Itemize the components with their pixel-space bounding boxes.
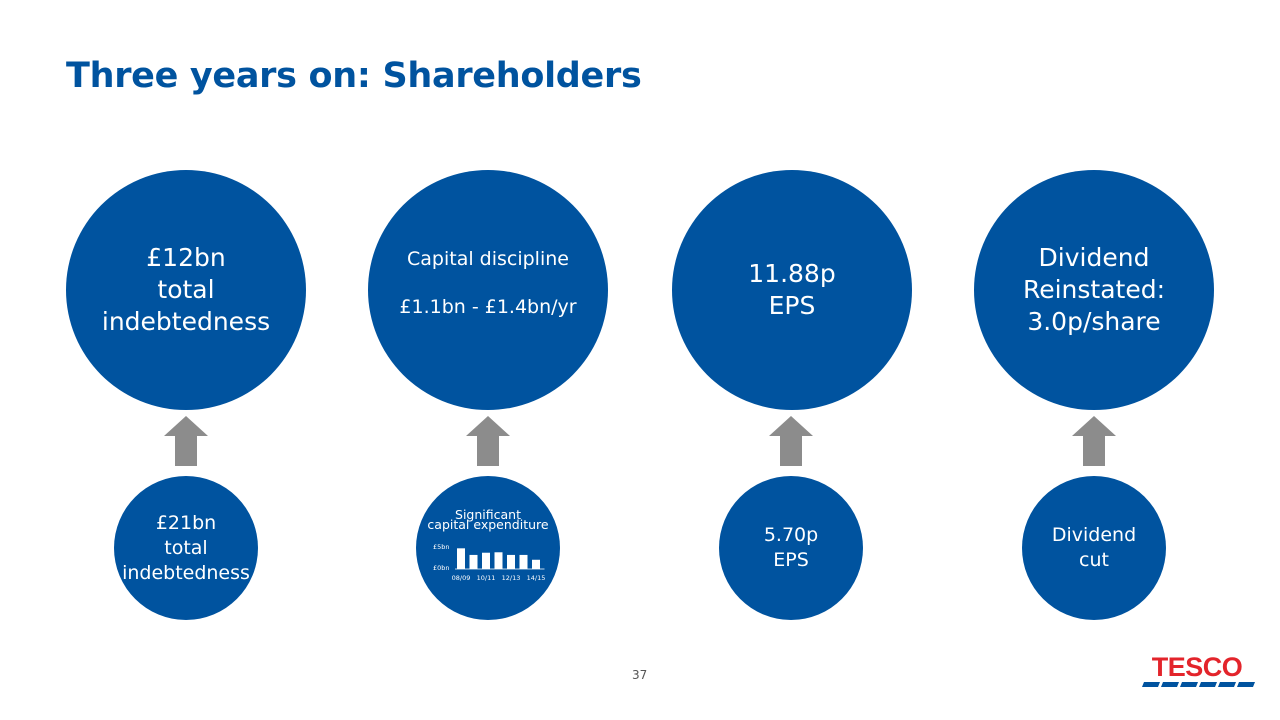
dividend-reinstated-circle: Dividend Reinstated: 3.0p/share: [974, 170, 1214, 410]
capex-bar: [519, 554, 528, 569]
indebtedness-current-circle: £12bn total indebtedness: [66, 170, 306, 410]
circle-line: Dividend: [1038, 243, 1150, 272]
x-tick-label: 10/11: [477, 574, 496, 582]
capex-bar: [482, 552, 490, 569]
circle-line: £12bn: [146, 243, 226, 272]
page-number: 37: [632, 668, 648, 682]
svg-text:TESCO: TESCO: [1152, 652, 1243, 682]
circle-line: £1.1bn - £1.4bn/yr: [399, 296, 577, 318]
capex-bar: [494, 552, 503, 569]
y-tick-label: £5bn: [433, 543, 450, 551]
circle-line: total: [157, 275, 215, 304]
slide-title: Three years on: Shareholders: [66, 56, 642, 96]
circle-line: indebtedness: [101, 307, 271, 336]
capex-mini-chart: £5bn £0bn 08/09 10/11 12/13 14/15: [423, 539, 553, 583]
dividend-cut-circle: Dividend cut: [1022, 476, 1166, 620]
eps-previous-circle: 5.70p EPS: [719, 476, 863, 620]
up-arrow-icon: [164, 416, 208, 466]
circle-line: Reinstated:: [1022, 275, 1166, 304]
chart-title-line: capital expenditure: [427, 517, 549, 532]
circle-line: EPS: [768, 291, 816, 320]
up-arrow-icon: [1072, 416, 1116, 466]
circle-line: 11.88p: [748, 259, 836, 288]
capital-discipline-circle: Capital discipline £1.1bn - £1.4bn/yr: [368, 170, 608, 410]
circle-line: £21bn: [155, 511, 217, 534]
up-arrow-icon: [769, 416, 813, 466]
up-arrow-icon: [466, 416, 510, 466]
x-tick-label: 14/15: [527, 574, 546, 582]
capex-bar: [507, 554, 515, 569]
circle-line: Capital discipline: [407, 248, 569, 270]
circle-line: Dividend: [1051, 524, 1137, 546]
circle-line: indebtedness: [122, 561, 250, 584]
circle-line: EPS: [773, 549, 809, 571]
eps-current-circle: 11.88p EPS: [672, 170, 912, 410]
capex-bar: [532, 559, 540, 569]
x-tick-label: 12/13: [502, 574, 521, 582]
circle-line: total: [164, 536, 208, 559]
x-tick-label: 08/09: [452, 574, 471, 582]
capex-bar: [469, 554, 478, 569]
capital-expenditure-circle: Significant capital expenditure £5bn £0bn…: [416, 476, 560, 620]
indebtedness-previous-circle: £21bn total indebtedness: [114, 476, 258, 620]
circle-line: cut: [1079, 549, 1109, 571]
capex-bar: [457, 548, 465, 569]
tesco-logo: TESCO: [1142, 652, 1255, 687]
chart-title-line: Significant: [455, 507, 521, 522]
y-tick-label: £0bn: [433, 564, 450, 572]
circle-line: 5.70p: [763, 524, 819, 546]
circle-line: 3.0p/share: [1027, 307, 1161, 336]
